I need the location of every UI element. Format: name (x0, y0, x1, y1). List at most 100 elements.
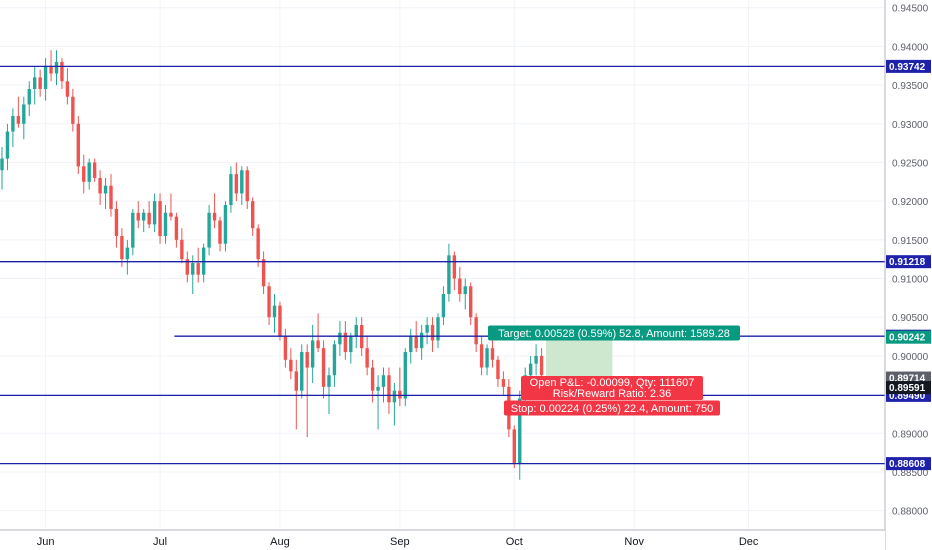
candle (103, 177, 108, 209)
candle (163, 205, 168, 244)
candle-body (43, 65, 48, 89)
candle-body (218, 220, 222, 244)
price-tick-label: 0.88000 (892, 507, 929, 518)
candle (169, 193, 173, 221)
candle-body (38, 77, 42, 89)
candle-body (5, 131, 10, 159)
candle-body (321, 348, 326, 387)
candle-body (0, 158, 4, 171)
candle-body (114, 208, 119, 236)
price-tick-label: 0.89000 (892, 429, 929, 440)
candle (310, 324, 315, 383)
candle-body (365, 348, 369, 368)
candle (114, 201, 119, 248)
price-tag-text: 0.89591 (889, 383, 926, 394)
candle-body (27, 88, 31, 105)
candle-body (147, 212, 151, 225)
level-price-tag-text: 0.88608 (889, 459, 926, 470)
profit-zone-layer (546, 337, 613, 379)
candle-body (125, 247, 130, 260)
candle (11, 108, 15, 148)
candle-body (191, 263, 195, 275)
price-tick-label: 0.94000 (892, 42, 929, 53)
candle-body (60, 61, 64, 82)
candle (261, 251, 266, 295)
candle (283, 328, 288, 368)
candle-body (65, 81, 70, 97)
candle (289, 348, 293, 380)
candle-body (92, 162, 97, 178)
horizontal-lines-layer (0, 65, 885, 465)
candle (349, 332, 353, 364)
price-tick-label: 0.92000 (892, 197, 929, 208)
candle (534, 344, 538, 376)
candle (469, 282, 473, 325)
candle-body (256, 228, 260, 260)
candle-body (305, 352, 309, 368)
candle (147, 201, 151, 229)
time-tick-label: Jun (37, 536, 55, 548)
candle (441, 286, 446, 325)
candle (196, 247, 200, 283)
candle (300, 344, 304, 399)
candle (0, 147, 4, 190)
price-tag-background (886, 330, 931, 344)
candle (267, 282, 271, 325)
candle (278, 301, 282, 341)
price-tags-layer: 0.937420.912180.902550.894900.886080.902… (886, 59, 931, 471)
target-label-background (488, 325, 740, 341)
candle (109, 174, 113, 217)
candle-body (479, 344, 484, 368)
candle-body (436, 317, 440, 341)
candle-body (387, 375, 391, 403)
candle-body (240, 170, 244, 194)
candle-body (501, 379, 506, 387)
level-price-tag: 0.88608 (886, 457, 931, 471)
candle-body (398, 390, 402, 399)
candle-body (496, 359, 500, 380)
candle (207, 205, 211, 256)
stop-label: Stop: 0.00224 (0.25%) 22.4, Amount: 750 (504, 400, 720, 416)
candle-body (229, 174, 233, 206)
candle (180, 228, 184, 264)
candle (60, 58, 64, 89)
candle (87, 158, 91, 190)
open-pl-label: Open P&L: -0.00099, Qty: 111607Risk/Rewa… (521, 376, 703, 400)
candle-body (212, 212, 217, 221)
candle (38, 69, 42, 97)
candle (43, 58, 48, 101)
candle (234, 162, 239, 202)
candle (343, 321, 348, 360)
price-tag-background (886, 381, 931, 395)
candle (447, 243, 451, 302)
stop-label-background (504, 400, 720, 416)
candle (403, 348, 407, 407)
candle-body (49, 65, 53, 74)
candle (409, 328, 413, 364)
candle (272, 294, 277, 333)
price-tick-label: 0.91500 (892, 236, 929, 247)
candle-body (82, 166, 86, 182)
time-tick-label: Nov (624, 536, 644, 548)
candle-body (485, 348, 489, 368)
candle (430, 317, 435, 353)
price-tick-label: 0.90000 (892, 352, 929, 363)
candle (212, 193, 217, 229)
candle-body (196, 263, 200, 275)
candle (256, 224, 260, 267)
candle (22, 96, 26, 140)
candle-body (223, 205, 228, 244)
candle-body (300, 352, 304, 391)
candle-body (131, 212, 135, 248)
candle (245, 166, 249, 209)
candle (392, 382, 397, 426)
candle-body (430, 324, 435, 341)
candle (452, 251, 457, 291)
candle-body (120, 235, 124, 260)
level-price-tag-background (886, 457, 931, 471)
price-tag: 0.90242 (886, 330, 931, 344)
time-axis-background[interactable] (0, 530, 885, 550)
candle (76, 116, 80, 175)
